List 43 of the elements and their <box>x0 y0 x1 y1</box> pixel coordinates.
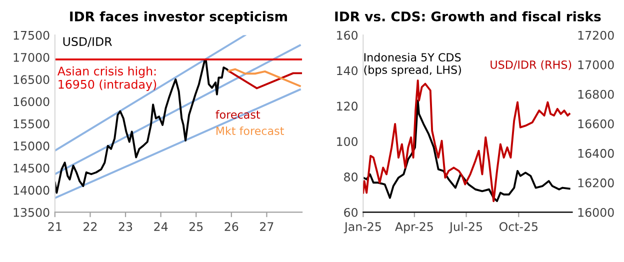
y-tick-label: 140 <box>337 66 358 76</box>
y-tick-label: 160 <box>337 30 358 40</box>
y2-tick-label: 17000 <box>578 60 614 70</box>
y-axis-title: USD/IDR <box>63 37 112 47</box>
y-tick-label: 120 <box>337 102 358 111</box>
y-tick-label: 16500 <box>14 75 50 84</box>
y-tick-label: 17500 <box>14 30 50 40</box>
x-tick-label: Jan-25 <box>344 222 381 234</box>
x-tick-label: Oct-25 <box>499 222 538 232</box>
y2-tick-label: 16400 <box>578 148 614 158</box>
y-tick-label: 14500 <box>14 164 50 173</box>
x-tick-label: Jul-25 <box>448 222 482 234</box>
x-tick-label: 25 <box>189 222 203 232</box>
text: USD/IDR (RHS) <box>490 60 572 70</box>
y2-tick-label: 16800 <box>578 90 614 99</box>
y-tick-label: 80 <box>344 172 358 182</box>
text: Mkt forecast <box>216 126 284 136</box>
y2-tick-label: 16200 <box>578 178 614 188</box>
y-tick-label: 15000 <box>14 142 50 150</box>
x-tick-label: 24 <box>154 222 168 231</box>
y-tick-label: 15500 <box>14 119 50 128</box>
x-tick-label: 26 <box>224 222 238 232</box>
ref-line-label: Asian crisis high: 16950 (intraday) <box>57 66 156 92</box>
line-series <box>363 100 570 202</box>
y-tick-label: 17000 <box>14 52 50 62</box>
y-tick-label: 13500 <box>14 208 50 217</box>
y-tick-label: 60 <box>344 208 358 217</box>
y-tick-label: 16000 <box>14 97 50 106</box>
series-label: forecast <box>216 110 260 119</box>
y2-tick-label: 17200 <box>578 30 614 40</box>
y2-tick-label: 16600 <box>578 119 614 128</box>
chart-title: IDR vs. CDS: Growth and fiscal risks <box>335 11 601 22</box>
line-series <box>363 79 570 202</box>
x-tick-label: 22 <box>84 222 97 231</box>
x-tick-label: 23 <box>118 222 132 232</box>
y-tick-label: 100 <box>337 137 358 146</box>
x-tick-label: 27 <box>260 222 274 231</box>
x-tick-label: Apr-25 <box>395 222 433 234</box>
y2-tick-label: 16000 <box>578 208 614 217</box>
chart-title: IDR faces investor scepticism <box>70 11 287 24</box>
text: Indonesia 5Y CDS (bps spread, LHS) <box>364 52 461 76</box>
x-tick-label: 21 <box>48 222 62 231</box>
y-tick-label: 14000 <box>14 186 50 195</box>
